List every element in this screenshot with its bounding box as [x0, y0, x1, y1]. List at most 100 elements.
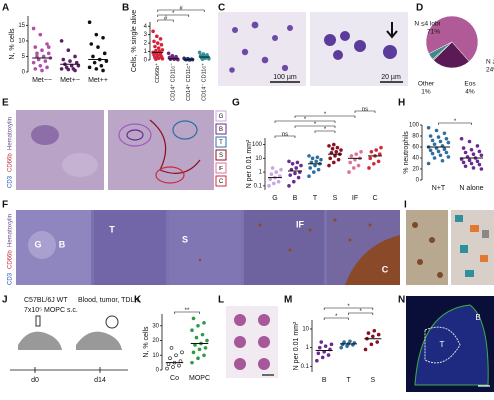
stain-label: Hematoxylin	[8, 117, 14, 150]
stain-label: CD66b	[8, 250, 14, 269]
data-point	[295, 160, 300, 165]
panel-letter: K	[134, 295, 142, 306]
annotations	[118, 119, 201, 184]
y-tick-label: 1	[259, 170, 263, 176]
legend-box	[215, 110, 227, 122]
structure	[62, 153, 98, 177]
data-point	[308, 166, 313, 170]
panel-i-images: I	[404, 200, 494, 285]
data-point	[442, 147, 447, 151]
panel-letter: E	[2, 98, 9, 109]
data-point	[368, 156, 373, 161]
data-point	[317, 345, 322, 350]
panel-letter: I	[404, 200, 407, 211]
data-point	[171, 365, 175, 369]
data-point	[180, 350, 184, 355]
data-point	[379, 145, 383, 150]
x-tick-label: CD14⁻ CD11c⁺	[201, 63, 208, 101]
legend-label: S	[219, 153, 223, 159]
comparison-bracket	[157, 19, 174, 22]
region-label: IF	[296, 219, 305, 229]
data-point	[153, 44, 157, 49]
legend-box	[215, 136, 227, 148]
y-tick-label: 2	[144, 41, 148, 47]
x-tick-label: MOPC	[189, 375, 210, 382]
data-point	[190, 328, 194, 333]
data-point	[196, 356, 200, 361]
comparison-bracket	[323, 317, 349, 320]
data-point	[330, 146, 335, 151]
comparison-bracket	[323, 307, 374, 310]
region-label: C	[382, 264, 389, 274]
data-point	[191, 316, 196, 321]
data-point	[438, 139, 443, 144]
comparison-bracket	[294, 115, 356, 118]
comparison-bracket	[354, 110, 376, 113]
data-point	[430, 151, 435, 156]
data-point	[331, 160, 336, 165]
strain: C57BL/6J WT	[24, 297, 68, 304]
cells	[229, 21, 293, 73]
data-point	[271, 181, 276, 186]
y-tick-label: 60	[412, 145, 419, 151]
data-point	[375, 340, 380, 344]
significance-label: **	[185, 308, 190, 314]
data-point	[328, 156, 333, 161]
data-point	[294, 166, 299, 170]
y-tick-label: 10	[152, 353, 159, 359]
data-point	[87, 20, 92, 25]
region-label: B	[59, 239, 66, 249]
x-tick-label: Met++	[88, 77, 108, 84]
y-tick-label: 10	[302, 327, 309, 333]
data-point	[351, 166, 356, 170]
y-tick-label: 15	[18, 23, 25, 29]
data-point	[35, 51, 39, 56]
data-point	[200, 57, 205, 61]
data-point	[269, 172, 274, 177]
panel-letter: J	[2, 295, 8, 306]
significance-label: *	[347, 304, 350, 310]
significance-label: *	[172, 11, 175, 17]
data-point	[310, 156, 315, 161]
image	[94, 210, 166, 285]
data-point	[200, 332, 205, 337]
panel-letter: D	[416, 3, 423, 14]
data-point	[66, 67, 71, 72]
data-point	[59, 39, 64, 43]
data-point	[155, 34, 159, 39]
data-point	[73, 54, 77, 59]
panel-letter: F	[2, 200, 8, 211]
data-point	[154, 57, 158, 61]
data-point	[359, 149, 363, 154]
legend-box	[215, 175, 227, 187]
data-point	[276, 179, 281, 184]
data-point	[288, 173, 293, 177]
data-point	[477, 149, 482, 154]
data-point	[307, 174, 311, 179]
scale-label: 20 µm	[381, 74, 401, 81]
data-point	[320, 355, 325, 360]
legend-box	[215, 123, 227, 135]
data-point	[197, 50, 202, 55]
image	[169, 210, 241, 285]
y-axis-label: N per 0.01 mm²	[293, 321, 300, 370]
region-label: S	[182, 234, 188, 244]
data-point	[329, 342, 334, 347]
data-point	[463, 150, 468, 155]
cells	[234, 314, 270, 370]
comparison-bracket	[157, 14, 190, 17]
y-tick-label: 80	[412, 134, 419, 140]
data-point	[467, 158, 472, 162]
stained-cells	[412, 222, 443, 278]
data-point	[467, 139, 472, 144]
region-label: T	[440, 340, 445, 349]
data-point	[43, 59, 48, 63]
panel-letter: N	[398, 295, 405, 306]
y-tick-label: 0	[22, 70, 26, 76]
comparison-bracket	[274, 120, 336, 123]
data-point	[371, 334, 375, 339]
data-point	[342, 340, 346, 344]
data-point	[203, 346, 208, 350]
data-point	[463, 164, 468, 169]
data-point	[334, 149, 339, 154]
